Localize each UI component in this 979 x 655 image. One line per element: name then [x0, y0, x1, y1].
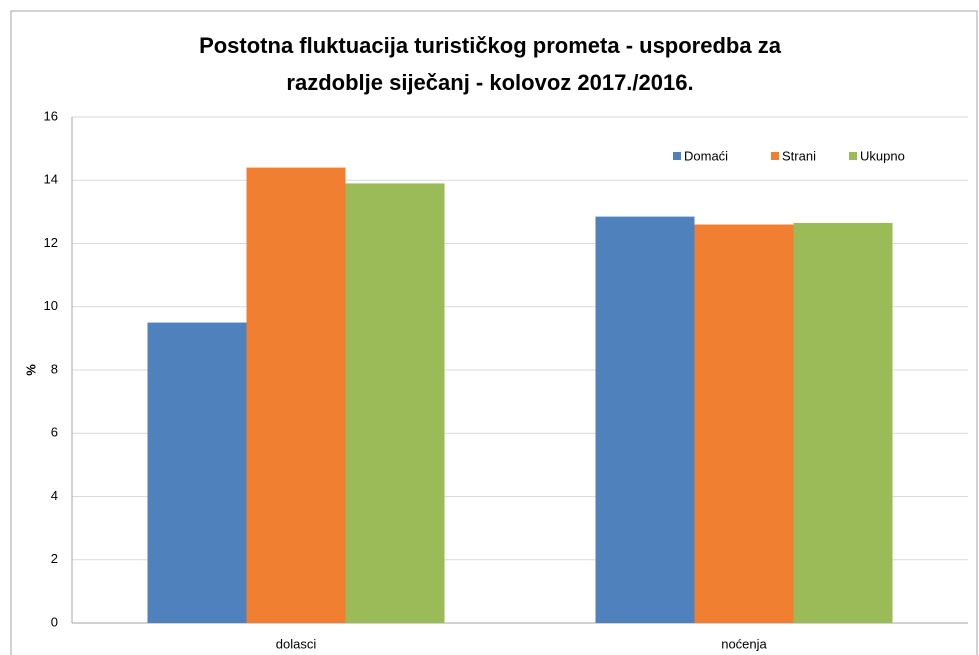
- bar: [345, 183, 445, 623]
- legend-swatch: [849, 152, 857, 160]
- legend-label: Domaći: [684, 148, 728, 163]
- x-tick-label: dolasci: [276, 636, 317, 651]
- legend-label: Ukupno: [860, 148, 905, 163]
- y-tick-label: 10: [44, 298, 58, 313]
- y-tick-label: 16: [44, 108, 58, 123]
- y-tick-label: 0: [51, 614, 58, 629]
- y-tick-label: 12: [44, 235, 58, 250]
- y-tick-label: 8: [51, 361, 58, 376]
- legend-swatch: [673, 152, 681, 160]
- y-axis-label: %: [23, 364, 38, 376]
- legend-swatch: [771, 152, 779, 160]
- y-tick-label: 14: [44, 172, 58, 187]
- chart-title: razdoblje siječanj - kolovoz 2017./2016.: [286, 70, 693, 95]
- y-tick-label: 2: [51, 551, 58, 566]
- x-tick-label: noćenja: [721, 636, 767, 651]
- y-tick-label: 6: [51, 425, 58, 440]
- bar: [246, 167, 346, 623]
- bar: [793, 222, 893, 623]
- y-tick-label: 4: [51, 488, 58, 503]
- bar: [595, 216, 695, 623]
- legend-label: Strani: [782, 148, 816, 163]
- bar: [147, 322, 247, 623]
- chart-title: Postotna fluktuacija turističkog prometa…: [199, 33, 782, 58]
- bar: [694, 224, 794, 623]
